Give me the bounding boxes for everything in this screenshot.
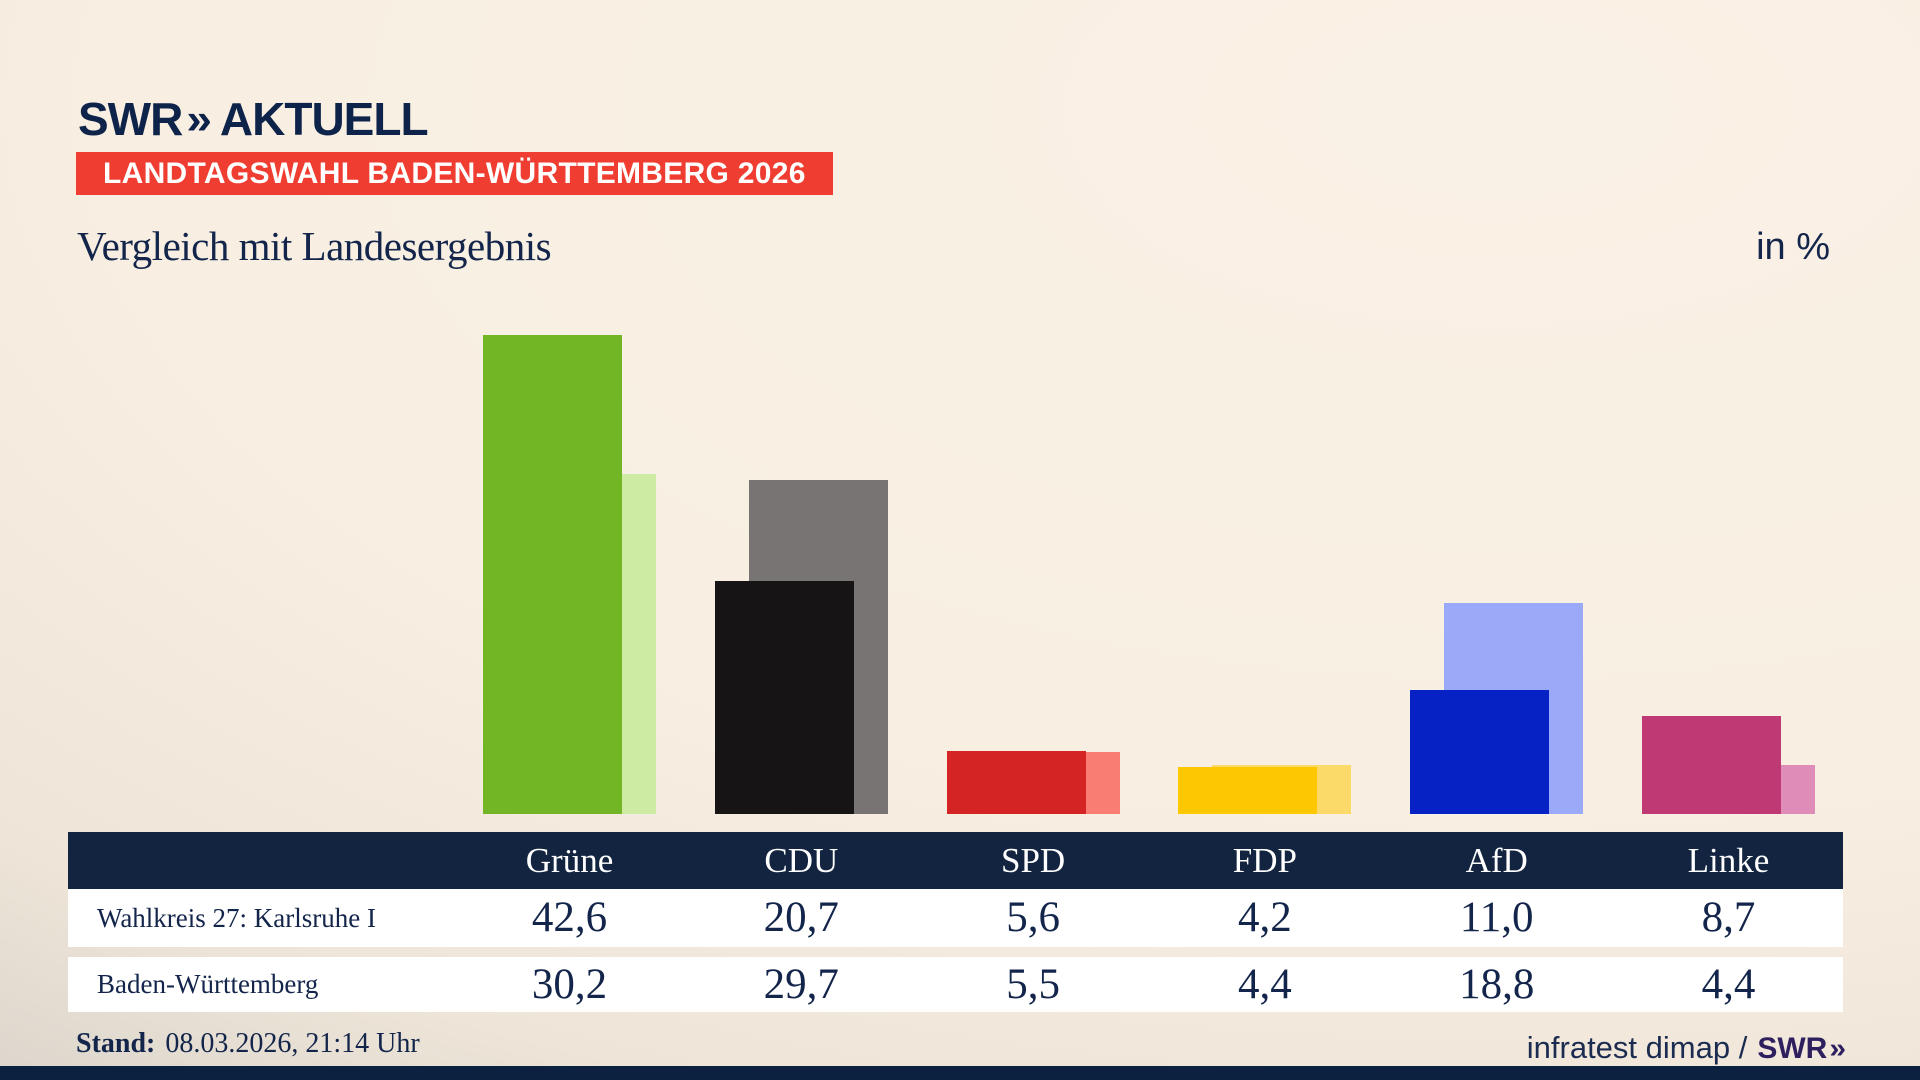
bar-spd-wahlkreis [946, 751, 1086, 814]
value-afd-row1: 18,8 [1459, 961, 1535, 1008]
swr-footer-chevrons-icon: » [1829, 1033, 1846, 1064]
value-cdu-row1: 29,7 [763, 961, 839, 1008]
bar-fdp-wahlkreis [1178, 766, 1318, 814]
table-row-wahlkreis: Wahlkreis 27: Karlsruhe I 42,6 20,7 5,6 4,2… [68, 889, 1843, 947]
bar-linke-wahlkreis [1642, 716, 1781, 814]
value-spd-row1: 5,5 [1006, 961, 1060, 1008]
swr-footer-logo: SWR» [1757, 1032, 1846, 1065]
value-linke-row1: 4,4 [1701, 961, 1756, 1008]
table-row-land: Baden-Württemberg 30,2 29,7 5,5 4,4 18,8 4,4 [68, 957, 1843, 1012]
column-header-fdp: FDP [1232, 841, 1297, 880]
status-line: Stand: 08.03.2026, 21:14 Uhr [76, 1028, 420, 1060]
aktuell-logo-text: AKTUELL [219, 93, 429, 145]
column-header-spd: SPD [1000, 841, 1066, 880]
swr-footer-logo-text: SWR [1757, 1032, 1828, 1065]
bar-afd-wahlkreis [1410, 690, 1550, 814]
bar-gruene-wahlkreis [483, 334, 622, 814]
value-linke-row0: 8,7 [1701, 894, 1756, 941]
table-header-row: Grüne CDU SPD FDP AfD Linke [68, 832, 1843, 889]
column-header-gruene: Grüne [525, 841, 614, 880]
swr-logo-text: SWR [78, 93, 183, 145]
column-header-cdu: CDU [764, 841, 839, 880]
election-badge: LANDTAGSWAHL BADEN-WÜRTTEMBERG 2026 [76, 152, 833, 195]
column-header-afd: AfD [1465, 841, 1528, 880]
value-gruene-row0: 42,6 [531, 894, 608, 941]
value-fdp-row1: 4,4 [1238, 961, 1292, 1008]
value-spd-row0: 5,6 [1006, 894, 1060, 941]
source-text: infratest dimap / [1526, 1030, 1748, 1065]
bar-cdu-wahlkreis [714, 581, 854, 814]
stand-value: 08.03.2026, 21:14 Uhr [165, 1028, 420, 1059]
bottom-navy-strip [0, 1066, 1920, 1080]
row-label-land: Baden-Württemberg [97, 969, 319, 999]
swr-aktuell-logo: SWR» AKTUELL [78, 92, 429, 146]
source-attribution: infratest dimap / SWR» [1526, 1030, 1846, 1066]
stand-label: Stand: [76, 1028, 156, 1059]
value-cdu-row0: 20,7 [763, 894, 839, 941]
unit-label: in % [1756, 226, 1830, 268]
column-header-linke: Linke [1687, 841, 1770, 880]
value-afd-row0: 11,0 [1459, 894, 1534, 941]
swr-chevrons-icon: » [186, 95, 212, 143]
value-fdp-row0: 4,2 [1238, 894, 1292, 941]
row-label-wahlkreis: Wahlkreis 27: Karlsruhe I [97, 903, 376, 933]
value-gruene-row1: 30,2 [531, 961, 608, 1008]
chart-title: Vergleich mit Landesergebnis [77, 223, 552, 269]
